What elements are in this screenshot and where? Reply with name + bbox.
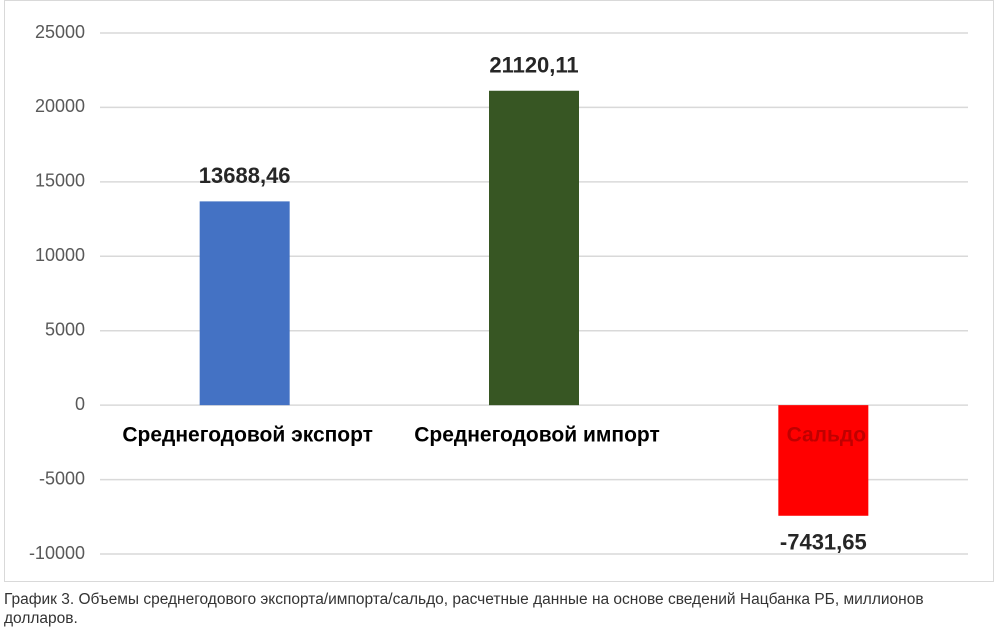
chart: -10000 -5000 0 5000 10000 15000 20000 25000 Сред… xyxy=(29,22,968,563)
value-label: 13688,46 xyxy=(199,163,291,188)
y-tick-label: 10000 xyxy=(35,245,85,265)
y-tick-label: 5000 xyxy=(45,319,85,339)
y-tick-label: -10000 xyxy=(29,543,85,563)
y-tick-label: -5000 xyxy=(39,468,85,488)
y-tick-label: 25000 xyxy=(35,22,85,42)
x-tick-label: Среднегодовой экспорт xyxy=(122,424,373,447)
value-label: -7431,65 xyxy=(780,530,867,555)
value-label: 21120,11 xyxy=(489,53,578,78)
y-tick-label: 0 xyxy=(75,394,85,414)
x-tick-label: Сальдо xyxy=(787,424,867,447)
bar xyxy=(778,405,869,516)
caption: График 3. Объемы среднегодового экспорта… xyxy=(4,591,924,627)
bar xyxy=(489,90,579,406)
y-tick-label: 20000 xyxy=(35,96,85,116)
chart-frame xyxy=(4,0,994,582)
bar xyxy=(199,201,290,406)
y-tick-label: 15000 xyxy=(35,171,85,191)
x-tick-label: Среднегодовой импорт xyxy=(414,424,660,447)
